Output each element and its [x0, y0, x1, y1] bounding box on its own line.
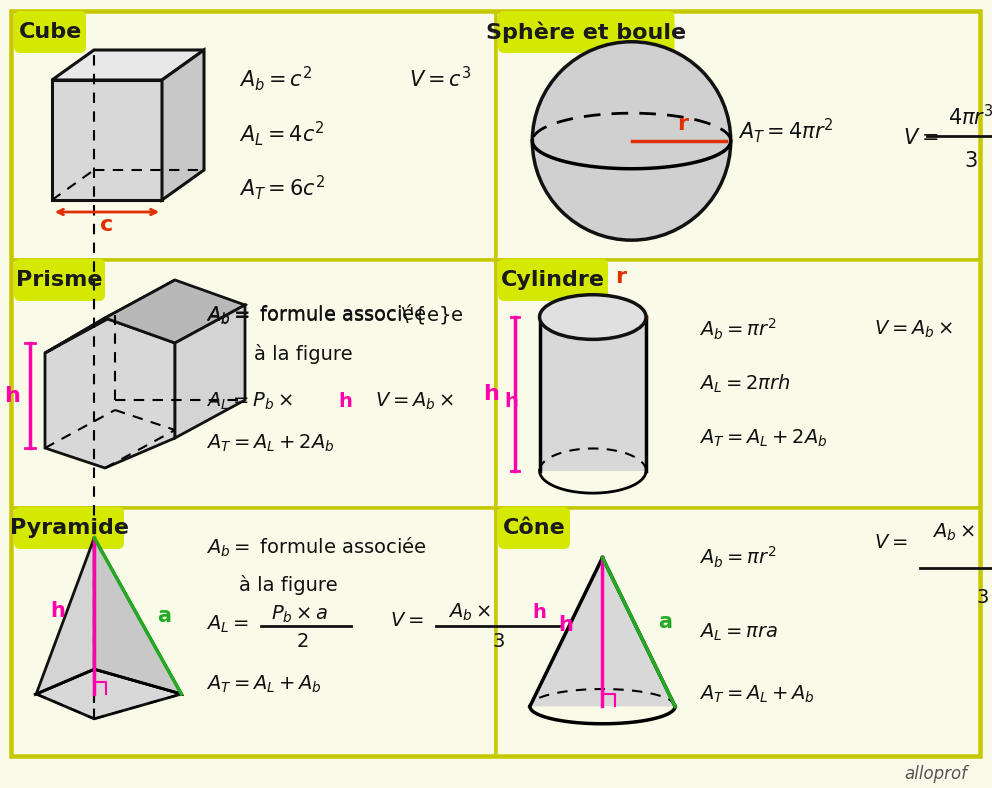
Text: $A_L = $: $A_L = $ — [205, 614, 248, 635]
FancyBboxPatch shape — [12, 260, 496, 508]
Text: $4\pi r^3$: $4\pi r^3$ — [947, 103, 992, 128]
Polygon shape — [175, 305, 245, 438]
Text: $V = A_b \times $: $V = A_b \times $ — [375, 391, 454, 412]
Text: Prisme: Prisme — [16, 270, 103, 290]
Text: h: h — [533, 603, 547, 622]
Text: h: h — [505, 392, 519, 411]
Polygon shape — [94, 537, 182, 694]
Text: Pyramide: Pyramide — [10, 518, 129, 538]
Text: r: r — [678, 113, 688, 134]
Text: $A_b \times $: $A_b \times $ — [931, 522, 975, 544]
Text: alloprof: alloprof — [904, 765, 967, 783]
Circle shape — [533, 42, 731, 240]
FancyBboxPatch shape — [496, 508, 980, 756]
Text: $A_T = A_L + A_b$: $A_T = A_L + A_b$ — [205, 674, 321, 695]
Text: Cube: Cube — [19, 22, 81, 42]
Text: h: h — [51, 601, 65, 621]
FancyBboxPatch shape — [498, 11, 675, 53]
FancyBboxPatch shape — [12, 12, 496, 260]
Text: $A_T = A_L + A_b$: $A_T = A_L + A_b$ — [699, 683, 815, 704]
FancyBboxPatch shape — [498, 259, 608, 301]
Polygon shape — [45, 318, 175, 468]
Text: a: a — [658, 612, 673, 632]
Text: $3$: $3$ — [963, 151, 977, 171]
FancyBboxPatch shape — [496, 260, 980, 508]
Text: $A_b = \pi r^2$: $A_b = \pi r^2$ — [699, 317, 777, 342]
Text: a: a — [157, 606, 172, 626]
Text: $3$: $3$ — [976, 588, 989, 607]
Text: $V = A_b \times $: $V = A_b \times $ — [874, 319, 953, 340]
Text: c: c — [100, 215, 114, 235]
FancyBboxPatch shape — [14, 507, 124, 549]
Text: h: h — [483, 384, 499, 404]
Text: Cône: Cône — [503, 518, 565, 538]
Text: $A_b = c^2$: $A_b = c^2$ — [239, 65, 312, 93]
FancyBboxPatch shape — [14, 11, 86, 53]
Text: $A_T = 6c^2$: $A_T = 6c^2$ — [239, 173, 325, 203]
Polygon shape — [36, 669, 182, 719]
Text: $A_T = A_L + 2A_b$: $A_T = A_L + 2A_b$ — [699, 428, 827, 449]
Polygon shape — [162, 50, 204, 200]
Polygon shape — [540, 317, 646, 470]
Text: $A_L = 2\pi rh$: $A_L = 2\pi rh$ — [699, 373, 791, 395]
FancyBboxPatch shape — [496, 12, 980, 260]
Ellipse shape — [540, 295, 646, 340]
Polygon shape — [105, 280, 245, 343]
Polygon shape — [52, 50, 204, 80]
Text: $A_b =$ formule associée: $A_b =$ formule associée — [205, 303, 427, 326]
Text: à la figure: à la figure — [239, 575, 338, 595]
Text: Cylindre: Cylindre — [501, 270, 605, 290]
FancyBboxPatch shape — [12, 12, 980, 756]
Text: $V = c^3$: $V = c^3$ — [409, 66, 471, 91]
Text: r: r — [615, 267, 626, 287]
Text: $V = $: $V = $ — [903, 128, 938, 148]
Text: $A_b = \pi r^2$: $A_b = \pi r^2$ — [699, 545, 777, 571]
Text: $V = $: $V = $ — [390, 611, 423, 630]
Text: Sphère et boule: Sphère et boule — [486, 21, 686, 43]
Text: $A_L = \pi ra$: $A_L = \pi ra$ — [699, 622, 778, 643]
Polygon shape — [36, 537, 94, 694]
Text: $A_b =$ formule associ\'{e}e: $A_b =$ formule associ\'{e}e — [205, 303, 463, 325]
FancyBboxPatch shape — [12, 508, 496, 756]
Text: $A_L = P_b \times $: $A_L = P_b \times $ — [205, 391, 293, 412]
Text: h: h — [558, 615, 573, 634]
Text: $3$: $3$ — [492, 633, 505, 652]
Text: $A_b =$ formule associée: $A_b =$ formule associée — [205, 536, 427, 559]
Text: h: h — [4, 385, 20, 406]
Text: $V = $: $V = $ — [874, 533, 907, 552]
Polygon shape — [530, 558, 676, 706]
Text: h: h — [338, 392, 352, 411]
Text: $A_T = A_L + 2A_b$: $A_T = A_L + 2A_b$ — [205, 433, 334, 454]
Text: $A_L = 4c^2$: $A_L = 4c^2$ — [239, 119, 324, 148]
Polygon shape — [52, 80, 162, 200]
FancyBboxPatch shape — [14, 259, 105, 301]
Text: à la figure: à la figure — [254, 344, 352, 364]
Text: $2$: $2$ — [297, 633, 309, 652]
Polygon shape — [45, 280, 175, 353]
Text: $A_b \times $: $A_b \times $ — [447, 601, 491, 623]
Text: $P_b \times a$: $P_b \times a$ — [271, 604, 328, 626]
FancyBboxPatch shape — [498, 507, 570, 549]
Text: $A_T = 4\pi r^2$: $A_T = 4\pi r^2$ — [738, 117, 834, 146]
